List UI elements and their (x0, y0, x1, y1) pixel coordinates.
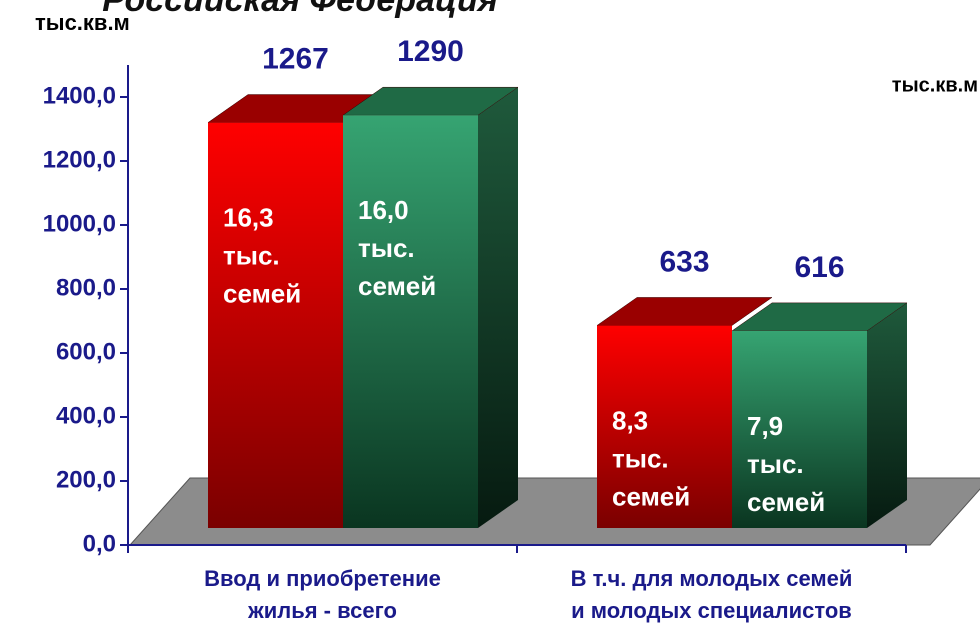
value-label: 633 (659, 245, 709, 278)
y2-axis-label: тыс.кв.м (892, 74, 978, 96)
bar-note: 16,3 (223, 202, 274, 232)
bar-note: 16,0 (358, 195, 409, 225)
y-axis-label: тыс.кв.м (35, 10, 130, 35)
y-tick-label: 400,0 (56, 402, 116, 429)
bar (208, 122, 343, 528)
y-tick-label: 0,0 (83, 530, 116, 557)
bar-note: тыс. (747, 449, 804, 479)
bar-note: тыс. (358, 233, 415, 263)
bar-note: семей (747, 487, 825, 517)
x-tick-label: и молодых специалистов (571, 598, 852, 623)
value-label: 616 (794, 251, 844, 284)
bar-note: семей (358, 271, 436, 301)
bar-side (478, 87, 518, 528)
bar-note: семей (223, 278, 301, 308)
bar-note: тыс. (223, 240, 280, 270)
bar-side (867, 302, 907, 528)
bar-note: 7,9 (747, 411, 783, 441)
value-label: 1290 (397, 35, 464, 68)
y-tick-label: 1000,0 (43, 210, 116, 237)
y-tick-label: 200,0 (56, 466, 116, 493)
x-tick-label: В т.ч. для молодых семей (571, 566, 853, 591)
chart-title: Российская Федерация (102, 0, 498, 19)
bar (597, 325, 732, 528)
bar (732, 330, 867, 528)
bar-note: тыс. (612, 443, 669, 473)
y-tick-label: 600,0 (56, 338, 116, 365)
y-tick-label: 1200,0 (43, 146, 116, 173)
value-label: 1267 (262, 42, 329, 75)
y-tick-label: 1400,0 (43, 82, 116, 109)
bar-note: семей (612, 481, 690, 511)
bar-note: 8,3 (612, 405, 648, 435)
x-tick-label: Ввод и приобретение (204, 566, 441, 591)
y-tick-label: 800,0 (56, 274, 116, 301)
bar (343, 115, 478, 528)
x-tick-label: жилья - всего (247, 598, 397, 623)
